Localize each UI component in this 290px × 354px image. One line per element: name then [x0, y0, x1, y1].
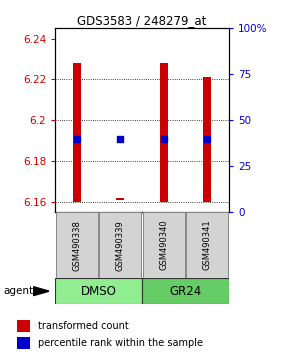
Bar	[17, 320, 30, 332]
Bar	[99, 212, 141, 278]
Text: transformed count: transformed count	[38, 321, 129, 331]
Bar	[142, 278, 229, 304]
Bar	[55, 278, 142, 304]
Bar	[186, 212, 228, 278]
Bar	[204, 78, 211, 202]
Text: DMSO: DMSO	[81, 285, 117, 298]
Bar	[56, 212, 98, 278]
Title: GDS3583 / 248279_at: GDS3583 / 248279_at	[77, 14, 207, 27]
Bar	[160, 63, 168, 202]
Text: GSM490339: GSM490339	[116, 220, 125, 270]
Bar	[117, 198, 124, 200]
Text: agent: agent	[3, 286, 33, 296]
Polygon shape	[33, 287, 49, 296]
Bar	[73, 63, 81, 202]
Point	[162, 136, 166, 142]
Point	[75, 136, 79, 142]
Text: GSM490340: GSM490340	[159, 220, 168, 270]
Text: GR24: GR24	[169, 285, 202, 298]
Bar	[143, 212, 185, 278]
Point	[118, 136, 123, 142]
Text: GSM490338: GSM490338	[72, 220, 81, 270]
Bar	[17, 337, 30, 349]
Point	[205, 136, 210, 142]
Text: percentile rank within the sample: percentile rank within the sample	[38, 338, 203, 348]
Text: GSM490341: GSM490341	[203, 220, 212, 270]
